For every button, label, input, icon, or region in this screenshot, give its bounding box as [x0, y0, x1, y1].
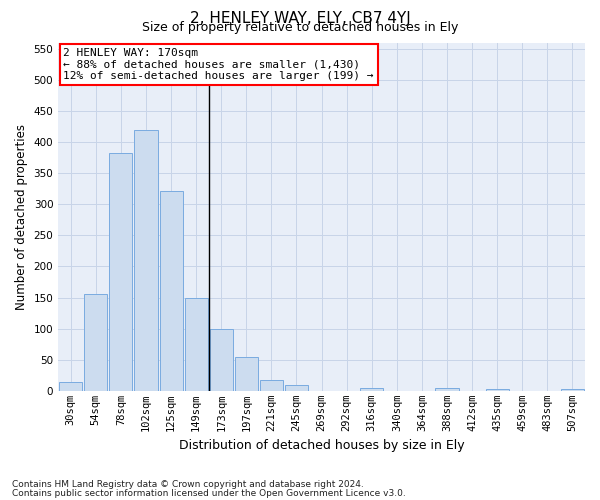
Bar	[109, 152, 133, 391]
Bar	[134, 130, 158, 391]
Bar	[436, 388, 458, 391]
Text: Contains public sector information licensed under the Open Government Licence v3: Contains public sector information licen…	[12, 488, 406, 498]
Bar	[235, 356, 258, 391]
Bar	[561, 389, 584, 391]
Bar	[84, 294, 107, 391]
Y-axis label: Number of detached properties: Number of detached properties	[15, 124, 28, 310]
Bar	[485, 389, 509, 391]
Text: Contains HM Land Registry data © Crown copyright and database right 2024.: Contains HM Land Registry data © Crown c…	[12, 480, 364, 489]
Text: Size of property relative to detached houses in Ely: Size of property relative to detached ho…	[142, 22, 458, 35]
Text: 2, HENLEY WAY, ELY, CB7 4YJ: 2, HENLEY WAY, ELY, CB7 4YJ	[190, 11, 410, 26]
Bar	[209, 328, 233, 391]
Bar	[160, 190, 182, 391]
Bar	[260, 380, 283, 391]
Bar	[59, 382, 82, 391]
Bar	[285, 384, 308, 391]
X-axis label: Distribution of detached houses by size in Ely: Distribution of detached houses by size …	[179, 440, 464, 452]
Text: 2 HENLEY WAY: 170sqm
← 88% of detached houses are smaller (1,430)
12% of semi-de: 2 HENLEY WAY: 170sqm ← 88% of detached h…	[64, 48, 374, 81]
Bar	[360, 388, 383, 391]
Bar	[185, 298, 208, 391]
